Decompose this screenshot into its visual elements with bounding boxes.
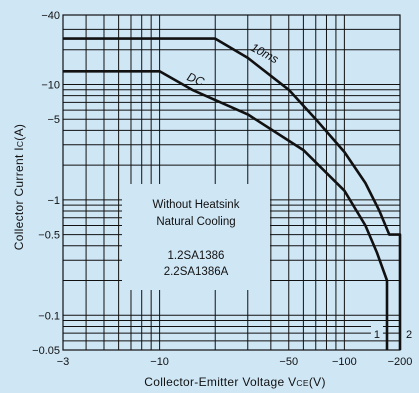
y-tick-label: −10 [41,79,60,91]
end-label-1-bg [370,326,383,340]
x-tick-label: −50 [279,356,298,368]
end-label-1: 1 [374,329,380,341]
curves [63,37,402,350]
note-line-4: 1.2SA1386 [168,250,225,262]
x-axis-title-sub: CE [296,378,308,388]
y-tick-label: −0.05 [32,345,60,357]
series-dc-line [63,70,389,350]
y-axis-title-unit: (A) [12,124,26,141]
plot-frame [62,14,401,351]
note-line-2: Natural Cooling [156,216,235,228]
y-tick-label: −0.1 [38,310,60,322]
x-axis-title-unit: (V) [309,375,326,389]
tick-labels: −3 −10 −50 −100 −200 −40 −10 −5 −1 −0.5 −0.1 −0.05 [32,10,412,368]
y-axis-title-main: Collector Current I [12,147,26,250]
x-tick-label: −3 [57,356,70,368]
series-label-dc: DC [185,70,207,90]
end-label-2: 2 [406,329,412,341]
x-axis-title: Collector-Emitter Voltage VCE(V) [144,375,326,389]
note-line-5: 2.2SA1386A [164,266,229,278]
note-line-1: Without Heatsink [153,199,240,211]
annotation-box: Without Heatsink Natural Cooling 1.2SA13… [122,184,270,290]
grid [62,14,401,351]
y-axis-title: Collector Current IC(A) [12,124,26,250]
x-tick-label: −200 [388,356,413,368]
x-axis-title-main: Collector-Emitter Voltage V [144,375,296,389]
y-tick-label: −1 [47,195,60,207]
y-axis-title-sub: C [15,141,25,147]
x-tick-label: −100 [332,356,357,368]
y-tick-label: −5 [47,114,60,126]
y-tick-label: −40 [41,10,60,22]
x-tick-label: −10 [150,356,169,368]
annotation-box-bg [122,184,270,290]
end-label-2-bg [403,326,415,340]
series-10ms-line [63,37,402,350]
y-tick-label: −0.5 [38,230,60,242]
